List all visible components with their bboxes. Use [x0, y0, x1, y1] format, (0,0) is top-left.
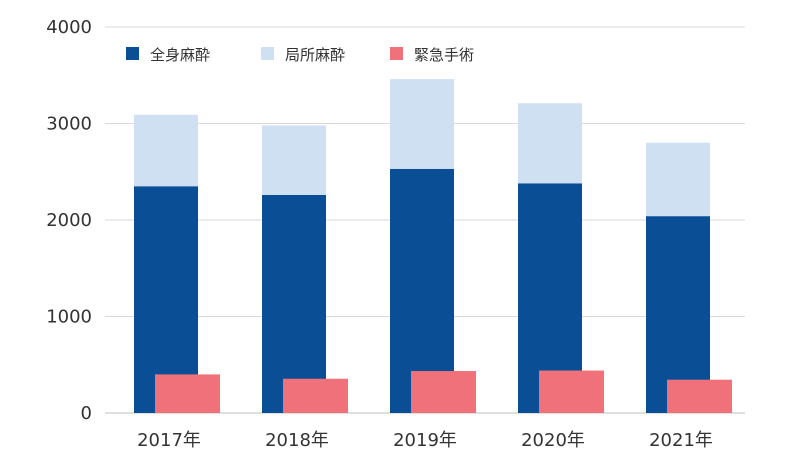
y-tick-label: 2000	[46, 210, 92, 231]
legend-label-emergency-surgery: 緊急手術	[414, 46, 474, 64]
y-axis-ticks: 0 1000 2000 3000 4000	[46, 17, 92, 424]
x-tick-label: 2018年	[265, 430, 329, 451]
legend-label-local-anesthesia: 局所麻酔	[285, 46, 345, 64]
x-tick-label: 2019年	[393, 430, 457, 451]
legend-swatch-local-anesthesia	[261, 47, 274, 60]
bar-local-anesthesia	[518, 103, 582, 184]
x-tick-label: 2020年	[521, 430, 585, 451]
bar-emergency-surgery	[667, 379, 732, 413]
y-tick-label: 4000	[46, 17, 92, 38]
legend-swatch-general-anesthesia	[126, 47, 139, 60]
bar-emergency-surgery	[155, 374, 220, 413]
bar-local-anesthesia	[646, 142, 710, 217]
bar-emergency-surgery	[411, 371, 476, 413]
bars	[134, 79, 732, 413]
bar-general-anesthesia	[262, 194, 326, 413]
legend-swatch-emergency-surgery	[390, 47, 403, 60]
x-tick-label: 2017年	[137, 430, 201, 451]
legend: 全身麻酔 局所麻酔 緊急手術	[126, 46, 474, 64]
y-tick-label: 3000	[46, 114, 92, 135]
bar-local-anesthesia	[262, 125, 326, 195]
legend-label-general-anesthesia: 全身麻酔	[150, 46, 210, 64]
y-tick-label: 1000	[46, 307, 92, 328]
bar-local-anesthesia	[134, 114, 198, 187]
bar-emergency-surgery	[283, 378, 348, 413]
x-axis-ticks: 2017年 2018年 2019年 2020年 2021年	[137, 430, 713, 451]
bar-emergency-surgery	[539, 370, 604, 413]
x-tick-label: 2021年	[649, 430, 713, 451]
y-tick-label: 0	[81, 403, 92, 424]
bar-local-anesthesia	[390, 79, 454, 169]
